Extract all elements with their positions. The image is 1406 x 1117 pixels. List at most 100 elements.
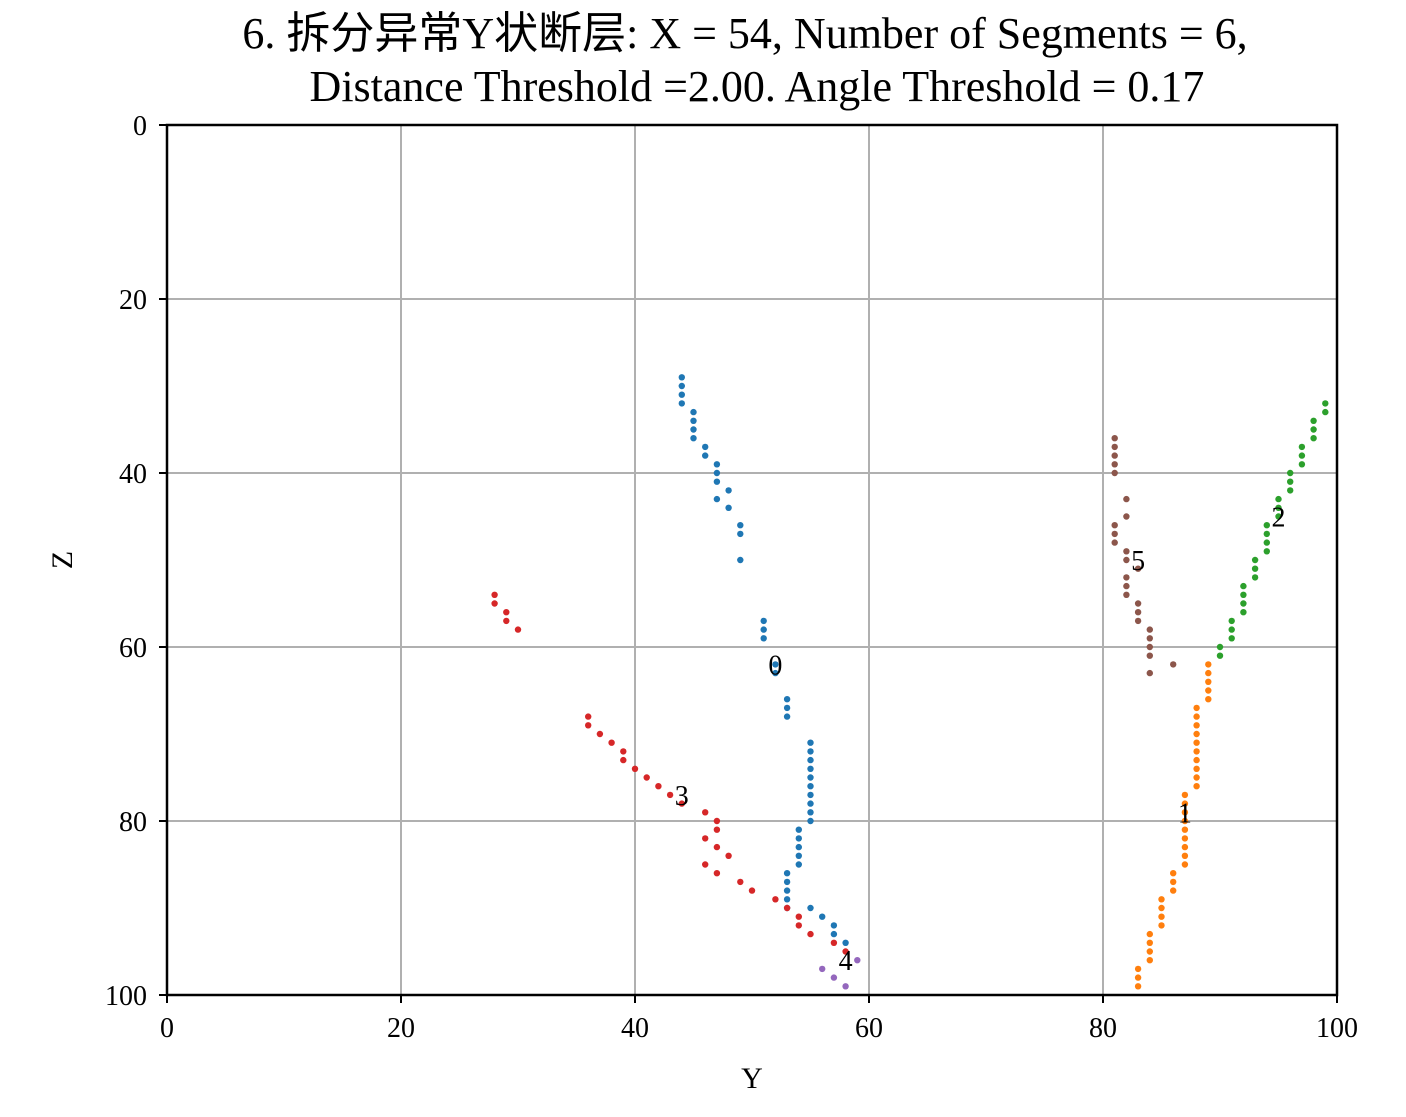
segment-0-point — [783, 887, 791, 894]
segment-1-point — [1205, 669, 1212, 677]
segment-0-point — [702, 443, 709, 451]
segment-3-point — [772, 896, 779, 903]
segment-2-point — [1216, 643, 1224, 651]
segment-0-point — [713, 461, 721, 468]
segment-0-point — [737, 556, 744, 564]
segment-1-point — [1205, 696, 1212, 703]
segment-1-point — [1181, 817, 1189, 825]
segment-4-point — [854, 957, 861, 964]
segment-5-point — [1111, 443, 1118, 451]
segment-1-point — [1205, 661, 1212, 668]
segment-5-point — [1123, 548, 1130, 555]
segment-3-point — [585, 713, 592, 720]
segment-3-point — [702, 809, 709, 816]
segment-5-point — [1146, 643, 1154, 651]
segment-3-point — [503, 609, 510, 616]
segment-0-point — [795, 843, 802, 851]
segment-5-point — [1123, 556, 1130, 564]
segment-0-point — [737, 530, 744, 538]
segment-2-point — [1251, 565, 1259, 572]
segment-3-point — [713, 826, 721, 833]
segment-1-point — [1158, 922, 1165, 929]
segment-2-point — [1298, 452, 1306, 459]
segment-label-5: 5 — [1131, 546, 1145, 577]
segment-0-point — [807, 774, 814, 781]
segment-5-point — [1111, 469, 1118, 477]
segment-3-point — [713, 870, 721, 877]
segment-2-point — [1322, 400, 1329, 407]
segment-2-point — [1298, 443, 1306, 451]
segment-5-point — [1123, 495, 1130, 503]
chart-title-line-2: Distance Threshold =2.00. Angle Threshol… — [310, 62, 1205, 111]
segment-1-point — [1193, 774, 1200, 781]
y-tick-label: 20 — [119, 285, 147, 316]
segment-5-point — [1123, 591, 1130, 598]
segment-3-point — [620, 756, 627, 764]
segment-1-point — [1181, 852, 1189, 859]
segment-1-point — [1158, 913, 1165, 920]
segment-3-point — [643, 774, 650, 781]
y-tick-label: 60 — [119, 633, 147, 664]
x-tick-label: 100 — [1316, 1013, 1358, 1044]
segment-2-point — [1275, 513, 1282, 520]
segment-0-point — [807, 791, 814, 799]
segment-5-point — [1146, 669, 1154, 677]
segment-2-point — [1216, 652, 1224, 659]
segment-0-point — [760, 626, 767, 633]
segment-2-point — [1298, 461, 1306, 468]
segment-0-point — [807, 748, 814, 755]
segment-0-point — [795, 861, 802, 868]
segment-3-point — [702, 835, 709, 842]
segment-0-point — [795, 852, 802, 859]
segment-5-point — [1123, 513, 1130, 520]
segment-label-0: 0 — [768, 650, 782, 681]
segment-0-point — [678, 382, 685, 390]
segment-3-point — [737, 878, 744, 886]
segment-3-point — [503, 617, 510, 625]
segment-2-point — [1310, 426, 1317, 433]
segment-5-point — [1170, 661, 1177, 668]
segment-1-point — [1158, 896, 1165, 903]
segment-0-point — [830, 922, 838, 929]
segment-3-point — [620, 748, 627, 755]
segment-1-point — [1205, 687, 1212, 694]
segment-0-point — [807, 739, 814, 746]
segment-1-point — [1193, 783, 1200, 790]
segment-5-point — [1111, 452, 1118, 459]
segment-3-point — [713, 843, 721, 851]
x-axis-label: Y — [741, 1062, 763, 1095]
segment-3-point — [725, 852, 732, 859]
segment-3-point — [678, 800, 685, 807]
segment-0-point — [713, 495, 721, 503]
segment-0-point — [678, 400, 685, 407]
segment-3-point — [655, 783, 662, 790]
segment-label-4: 4 — [839, 946, 853, 977]
segment-1-point — [1134, 974, 1142, 981]
segment-1-point — [1181, 861, 1189, 868]
segment-2-point — [1263, 548, 1271, 555]
segment-2-point — [1287, 478, 1294, 485]
segment-0-point — [842, 939, 849, 946]
segment-4-point — [819, 965, 826, 973]
segment-labels: 0 1 2 3 4 5 — [675, 503, 1286, 978]
segment-2-point — [1263, 522, 1271, 529]
x-tick-label: 80 — [1089, 1013, 1117, 1044]
segment-1-point — [1146, 948, 1154, 955]
segment-0-point — [830, 930, 838, 938]
segment-0-point — [713, 478, 721, 485]
segment-1-point — [1170, 878, 1177, 886]
segment-4-point — [830, 974, 838, 981]
segment-label-3: 3 — [675, 781, 689, 812]
segment-5-point — [1146, 652, 1154, 659]
segment-0-point — [690, 426, 697, 433]
segment-5-point — [1134, 565, 1142, 572]
segment-4-point — [842, 983, 849, 990]
segment-2-point — [1275, 495, 1282, 503]
y-tick-label: 80 — [119, 807, 147, 838]
segment-3-point — [807, 930, 814, 938]
segment-0-point — [772, 661, 779, 668]
segment-0-point — [807, 756, 814, 764]
segment-label-2: 2 — [1272, 503, 1286, 534]
